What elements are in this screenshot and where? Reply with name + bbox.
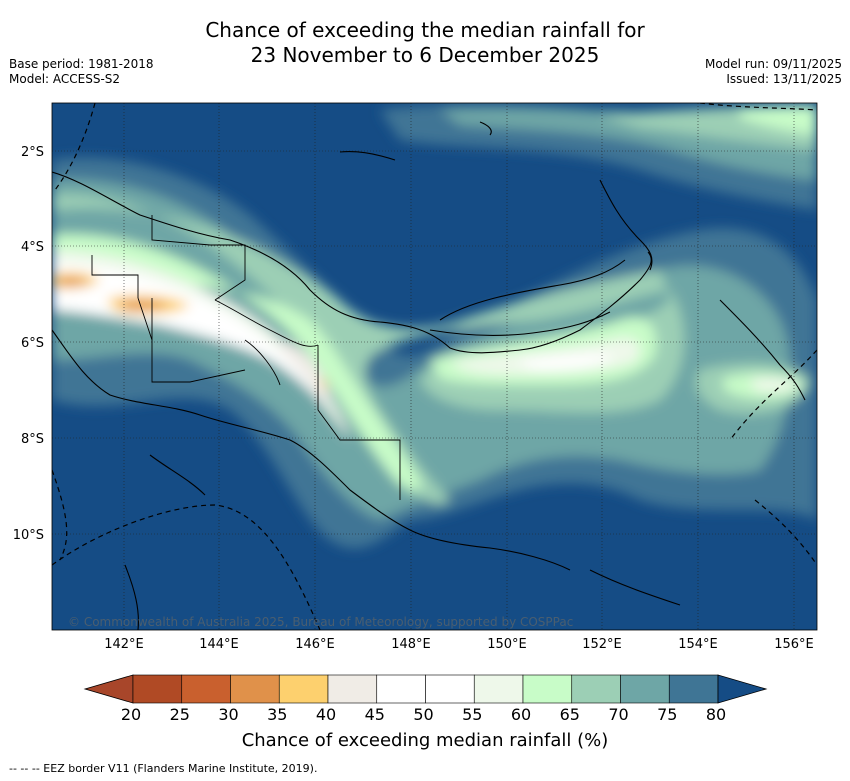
lat-label: 10°S bbox=[13, 528, 44, 543]
colorbar-tick-label: 35 bbox=[267, 705, 287, 724]
colorbar-tick-label: 65 bbox=[560, 705, 580, 724]
lon-label: 148°E bbox=[391, 637, 431, 652]
coastlines bbox=[52, 121, 806, 630]
colorbar-bin bbox=[278, 674, 329, 704]
lat-label: 4°S bbox=[21, 240, 44, 255]
latitude-labels: 2°S 4°S 6°S 8°S 10°S bbox=[13, 145, 44, 543]
colorbar-bin bbox=[620, 674, 670, 704]
colorbar: 20 25 30 35 40 45 50 55 60 65 70 75 80 bbox=[83, 674, 768, 724]
colorbar-tick-label: 50 bbox=[413, 705, 433, 724]
lon-label: 146°E bbox=[295, 637, 335, 652]
colorbar-bin bbox=[425, 674, 475, 704]
meta-left: Base period: 1981-2018 Model: ACCESS-S2 bbox=[9, 57, 154, 87]
chart-title: Chance of exceeding the median rainfall … bbox=[0, 18, 850, 68]
colorbar-bin bbox=[132, 674, 183, 704]
lon-label: 150°E bbox=[487, 637, 527, 652]
eez-borders bbox=[52, 103, 817, 630]
title-line-2: 23 November to 6 December 2025 bbox=[250, 43, 600, 67]
colorbar-tick-label: 40 bbox=[316, 705, 336, 724]
map-frame bbox=[51, 102, 818, 631]
colorbar-bin bbox=[473, 674, 524, 704]
lat-label: 8°S bbox=[21, 432, 44, 447]
lon-label: 144°E bbox=[199, 637, 239, 652]
province-borders bbox=[91, 215, 401, 500]
colorbar-tick-label: 75 bbox=[657, 705, 677, 724]
lon-label: 154°E bbox=[678, 637, 718, 652]
colorbar-bin bbox=[327, 674, 378, 704]
lat-label: 2°S bbox=[21, 145, 44, 160]
colorbar-label: Chance of exceeding median rainfall (%) bbox=[241, 730, 609, 751]
colorbar-bin bbox=[522, 674, 573, 704]
colorbar-tick-label: 70 bbox=[608, 705, 628, 724]
colorbar-bin bbox=[230, 674, 280, 704]
colorbar-ticks: 20 25 30 35 40 45 50 55 60 65 70 75 80 bbox=[121, 705, 726, 724]
colorbar-tick-label: 25 bbox=[170, 705, 190, 724]
colorbar-tick-label: 30 bbox=[218, 705, 238, 724]
colorbar-over-arrow bbox=[717, 674, 768, 704]
title-line-1: Chance of exceeding the median rainfall … bbox=[205, 18, 645, 42]
colorbar-bin bbox=[376, 674, 426, 704]
colorbar-under-arrow bbox=[83, 674, 134, 704]
model-name: Model: ACCESS-S2 bbox=[9, 72, 121, 86]
issued-date: Issued: 13/11/2025 bbox=[726, 72, 842, 86]
colorbar-tick-label: 60 bbox=[511, 705, 531, 724]
colorbar-tick-label: 20 bbox=[121, 705, 141, 724]
longitude-labels: 142°E 144°E 146°E 148°E 150°E 152°E 154°… bbox=[104, 637, 814, 652]
colorbar-bin bbox=[571, 674, 621, 704]
colorbar-tick-label: 55 bbox=[462, 705, 482, 724]
colorbar-bin bbox=[181, 674, 231, 704]
colorbar-bins bbox=[132, 674, 719, 704]
base-period: Base period: 1981-2018 bbox=[9, 57, 154, 71]
copyright-notice: © Commonwealth of Australia 2025, Bureau… bbox=[68, 615, 573, 629]
lon-label: 152°E bbox=[582, 637, 622, 652]
graticule bbox=[52, 103, 817, 630]
lon-label: 156°E bbox=[774, 637, 814, 652]
colorbar-bin bbox=[668, 674, 719, 704]
model-run: Model run: 09/11/2025 bbox=[704, 57, 842, 71]
eez-footer-note: -- -- -- EEZ border V11 (Flanders Marine… bbox=[9, 762, 318, 775]
colorbar-tick-label: 45 bbox=[365, 705, 385, 724]
lon-label: 142°E bbox=[104, 637, 144, 652]
lat-label: 6°S bbox=[21, 336, 44, 351]
probability-field: © Commonwealth of Australia 2025, Bureau… bbox=[52, 103, 817, 630]
colorbar-tick-label: 80 bbox=[706, 705, 726, 724]
meta-right: Model run: 09/11/2025 Issued: 13/11/2025 bbox=[705, 57, 842, 87]
